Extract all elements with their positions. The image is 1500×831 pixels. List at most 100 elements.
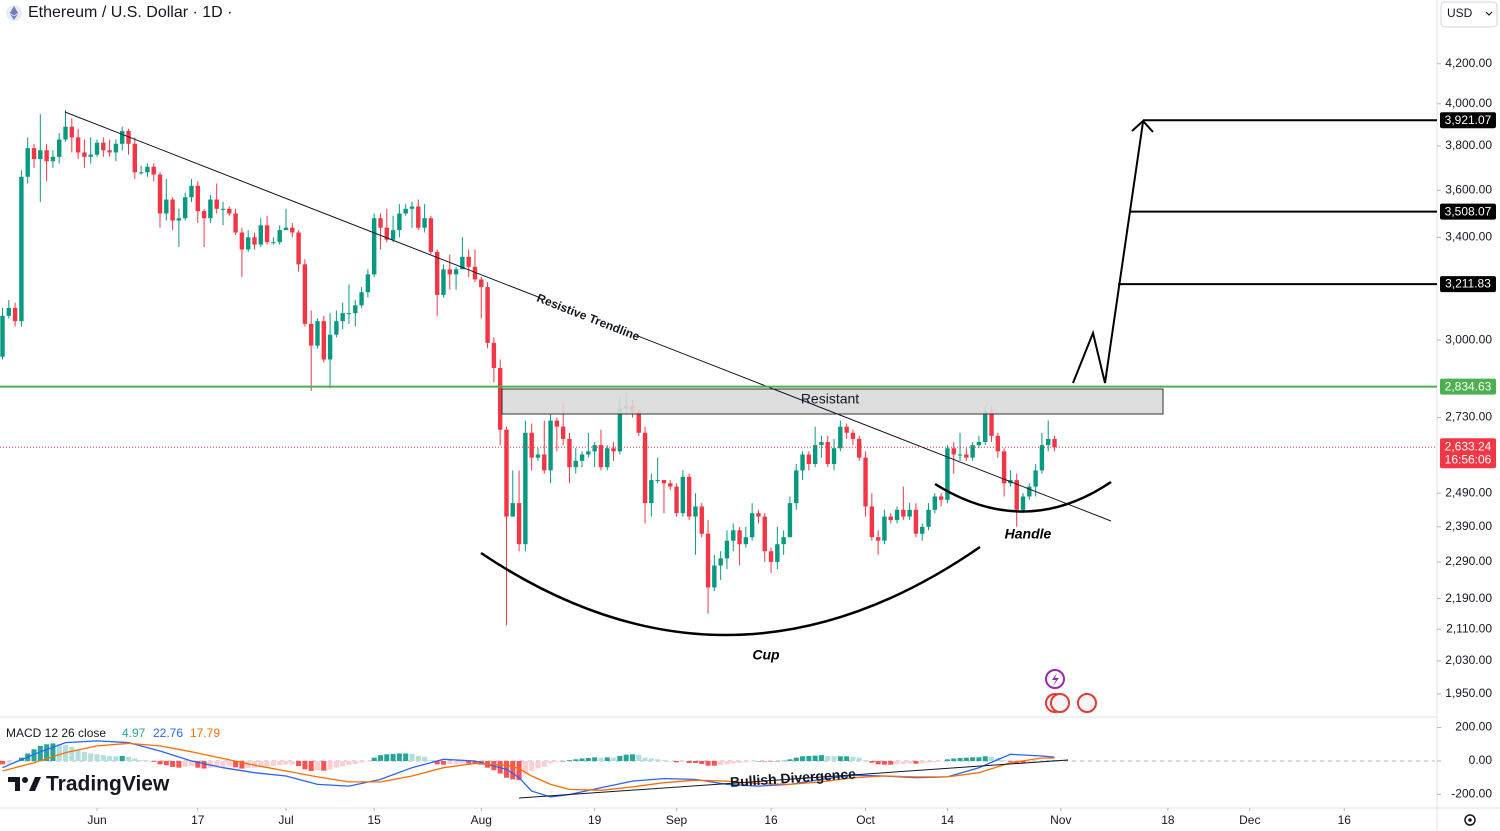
dropdown-chevron[interactable] (1485, 11, 1493, 16)
candle-body (718, 558, 723, 566)
us-event-icon[interactable] (1077, 693, 1097, 713)
candle-body (397, 213, 402, 231)
macd-histogram-bar (510, 760, 516, 780)
candle-body (705, 533, 711, 588)
candle-body (535, 454, 541, 458)
candle-body (107, 150, 112, 153)
price-levels: 3,921.07 3,508.07 3,211.83 2,834.63 2,633.24… (0, 112, 1496, 469)
trendline-label: Resistive Trendline (535, 291, 642, 344)
level-label-bg (1440, 112, 1496, 129)
candle-body (913, 509, 919, 534)
y-tick-label: 2,730.00 (1445, 410, 1492, 424)
candle-body (88, 154, 93, 157)
y-tick-label: 2,190.00 (1445, 591, 1492, 605)
candle-body (945, 448, 950, 500)
candle-body (340, 313, 345, 322)
macd-histogram-bar (566, 760, 572, 761)
zone-label: Resistant (801, 391, 859, 407)
y-tick-label: 4,200.00 (1445, 56, 1492, 70)
candle-body (693, 506, 698, 517)
macd-histogram-bar (787, 759, 793, 761)
candle-body (38, 150, 43, 160)
macd-histogram-bar (863, 760, 869, 761)
macd-histogram-bar (151, 760, 157, 762)
macd-histogram-bar (919, 760, 925, 764)
macd-histogram-bar (119, 755, 125, 761)
macd-histogram-bar (781, 760, 787, 762)
y-tick-label: 2,490.00 (1445, 485, 1492, 499)
macd-histogram-bar (333, 760, 339, 768)
candle-body (157, 174, 163, 214)
macd-histogram-bar (201, 760, 207, 769)
macd-histogram-bar (195, 760, 201, 768)
settings[interactable] (1464, 814, 1476, 826)
y-tick-label: 3,600.00 (1445, 183, 1492, 197)
candle-body (983, 411, 988, 443)
currency-label[interactable]: USD (1447, 6, 1473, 20)
macd-histogram-bar (365, 760, 371, 762)
macd-histogram-bar (655, 759, 661, 761)
x-tick-label: 18 (1161, 813, 1175, 827)
macd-value: 22.76 (153, 726, 183, 740)
candle-body (636, 411, 641, 433)
candle-body (220, 208, 226, 210)
settings-icon[interactable] (1464, 814, 1476, 826)
y-tick-label: 3,000.00 (1445, 332, 1492, 346)
level-label-bg (1440, 203, 1496, 220)
candle-body (31, 148, 37, 160)
candle-body (888, 516, 893, 520)
candle-body (239, 232, 245, 250)
candle-body (642, 432, 648, 504)
x-tick-label: 19 (588, 813, 602, 827)
level-label-bg (1440, 378, 1496, 395)
macd-histogram-bar (296, 760, 302, 767)
macd-histogram-bar (37, 745, 43, 761)
macd-histogram-bar (674, 760, 680, 763)
macd-histogram-bar (182, 760, 188, 767)
candle-body (428, 218, 434, 252)
candle-body (800, 454, 805, 471)
macd-histogram-bar (396, 753, 402, 761)
macd-histogram-bar (1026, 760, 1032, 764)
drawings: Resistant Resistive Trendline Cup Handle (64, 111, 1164, 713)
macd-histogram-bar (529, 760, 535, 772)
macd-histogram-bar (113, 756, 119, 761)
candle-body (1033, 470, 1038, 487)
level-label: 3,211.83 (1445, 277, 1491, 291)
candle-body (724, 540, 730, 559)
x-tick-label: 15 (368, 813, 382, 827)
candle-body (926, 509, 931, 527)
candle-body (586, 451, 591, 455)
candle-body (907, 509, 912, 517)
candle-body (132, 143, 138, 173)
us-event-icon[interactable] (1050, 693, 1070, 713)
macd-histogram-bar (226, 760, 232, 767)
x-tick-label: Aug (471, 813, 492, 827)
candle-body (869, 506, 875, 538)
macd-histogram-bar (352, 760, 358, 765)
cup-label: Cup (752, 647, 780, 663)
candle-body (57, 139, 62, 157)
macd-histogram-bar (989, 756, 995, 761)
x-tick-label: 16 (764, 813, 778, 827)
level-label: 3,508.07 (1445, 204, 1492, 218)
currency-dropdown[interactable]: USD (1440, 1, 1498, 28)
candle-body (12, 307, 18, 322)
currency-box[interactable] (1440, 1, 1498, 28)
candle-body (170, 199, 175, 221)
candle-body (334, 321, 339, 335)
candle-body (1046, 438, 1051, 446)
macd-histogram-bar (472, 760, 478, 765)
macd-histogram-bar (409, 753, 415, 761)
logo-dot (22, 777, 28, 783)
macd-histogram-bar (825, 755, 831, 761)
macd-histogram-bar (31, 749, 37, 761)
settings-icon-center[interactable] (1468, 818, 1472, 822)
candle-body (523, 432, 528, 545)
macd-histogram-bar (371, 757, 377, 761)
candle-body (1052, 438, 1057, 448)
candle-body (743, 537, 749, 545)
macd-histogram-bar (428, 760, 434, 761)
candle-body (390, 230, 396, 240)
candle-body (164, 199, 169, 214)
